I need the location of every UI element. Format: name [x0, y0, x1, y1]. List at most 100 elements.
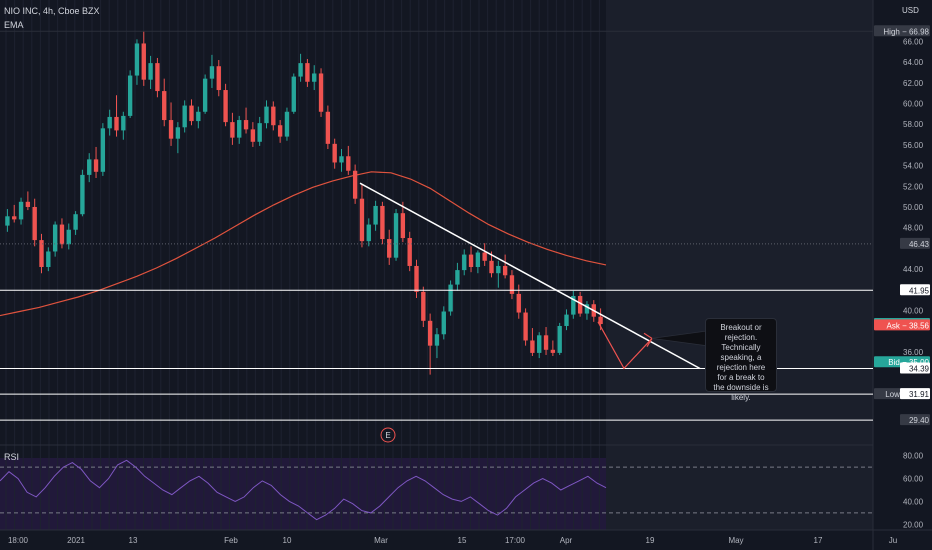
price-tick-label: 44.00 [903, 265, 924, 274]
candle-body [427, 320, 433, 346]
candle-body [318, 73, 324, 112]
candle-body [189, 105, 194, 122]
price-tick-label: 36.00 [903, 348, 924, 357]
candle-body [468, 254, 474, 267]
candle-body [175, 127, 181, 139]
candle-body [543, 335, 549, 350]
candle-body [46, 251, 51, 267]
candle-body [414, 265, 419, 292]
candle-body [298, 63, 303, 77]
candle-body [196, 111, 201, 122]
analysis-callout: Breakout or rejection. Technically speak… [705, 318, 777, 402]
candle-body [277, 125, 283, 137]
candle-body [380, 205, 385, 240]
candle-body [264, 106, 269, 124]
chart-title: NIO INC, 4h, Cboe BZX [4, 6, 100, 16]
price-tick-label: 64.00 [903, 58, 924, 67]
time-tick-label: Ju [889, 536, 897, 545]
candle-body [332, 143, 337, 163]
candle-body [584, 304, 590, 314]
candle-body [114, 116, 119, 131]
candle-body [87, 159, 92, 175]
price-tick-label: 40.00 [903, 306, 924, 315]
time-tick-label: Mar [374, 536, 388, 545]
candle-body [121, 115, 126, 131]
candle-body [52, 224, 58, 252]
candle-body [550, 349, 556, 353]
candle-body [421, 291, 426, 321]
candle-body [291, 76, 296, 112]
candle-body [18, 201, 24, 220]
candle-body [489, 260, 494, 274]
candle-body [407, 238, 412, 266]
price-level-tag-label: Ask − 38.56 [887, 321, 930, 330]
candle-body [155, 63, 160, 92]
candle-body [141, 43, 146, 80]
price-level-tag [874, 25, 930, 37]
price-tick-label: 60.00 [903, 99, 924, 108]
ema-indicator-label[interactable]: EMA [4, 20, 24, 30]
ema-line [0, 171, 607, 317]
time-tick-label: 19 [646, 536, 655, 545]
rsi-indicator-label[interactable]: RSI [4, 452, 20, 462]
time-tick-label: 15 [458, 536, 467, 545]
candle-body [502, 265, 508, 276]
candle-body [257, 123, 262, 142]
candle-body [162, 91, 167, 121]
candle-body [434, 334, 440, 346]
candle-body [339, 156, 344, 163]
price-tick-label: 62.00 [903, 79, 924, 88]
price-tick-label: 66.00 [903, 37, 924, 46]
candle-body [93, 159, 99, 172]
time-tick-label: 13 [129, 536, 138, 545]
candle-body [168, 120, 174, 139]
price-level-tag [900, 237, 930, 249]
candle-body [557, 325, 562, 353]
candle-body [216, 66, 221, 91]
candle-body [223, 90, 228, 123]
candle-body [482, 252, 487, 261]
candle-body [148, 63, 153, 80]
candle-body [516, 293, 521, 313]
candle-body [202, 78, 208, 112]
candle-body [537, 335, 542, 353]
candle-body [346, 156, 351, 171]
time-tick-label: Feb [224, 536, 238, 545]
candle-body [107, 116, 112, 129]
candle-body [271, 106, 276, 126]
candle-body [352, 170, 358, 199]
price-level-tag-label: High − 66.98 [883, 27, 929, 36]
candle-body [577, 295, 583, 314]
currency-label: USD [902, 6, 919, 15]
candle-body [366, 224, 371, 242]
future-area-shade [606, 0, 873, 530]
candle-body [441, 311, 446, 335]
price-level-tag [900, 284, 930, 296]
earnings-marker [380, 427, 396, 443]
rsi-tick-label: 40.00 [903, 497, 924, 506]
candle-body [237, 120, 242, 138]
price-level-tag-label: 41.95 [909, 286, 930, 295]
price-tick-label: 52.00 [903, 182, 924, 191]
candle-body [32, 206, 37, 241]
earnings-marker-label: E [385, 431, 390, 440]
candle-body [305, 63, 310, 82]
price-tick-label: 54.00 [903, 162, 924, 171]
rsi-tick-label: 20.00 [903, 520, 924, 529]
descending-trendline [359, 182, 701, 370]
candle-body [387, 239, 392, 258]
rsi-band-shade [0, 458, 606, 530]
time-tick-label: 10 [283, 536, 292, 545]
time-tick-label: 17 [814, 536, 823, 545]
time-tick-label: Apr [560, 536, 573, 545]
candle-body [530, 340, 535, 353]
price-level-tag [900, 414, 930, 426]
candle-body [250, 129, 256, 142]
candle-body [496, 265, 501, 274]
price-level-tag [900, 362, 930, 374]
time-tick-label: 17:00 [505, 536, 526, 545]
candle-body [25, 201, 31, 207]
candle-body [182, 105, 187, 128]
candle-body [66, 229, 71, 245]
